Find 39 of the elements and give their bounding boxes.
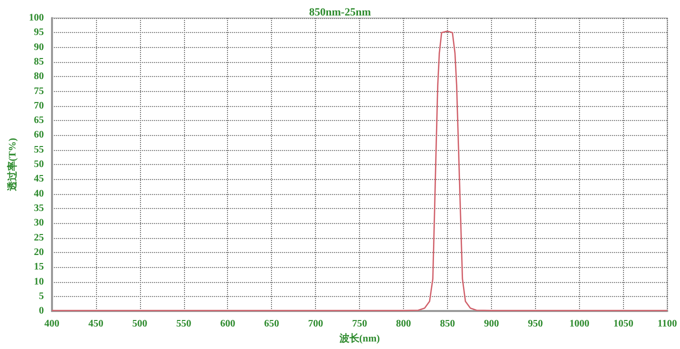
y-tick-label: 95 <box>34 27 44 38</box>
y-tick-label: 75 <box>34 86 44 97</box>
y-tick-label: 100 <box>28 12 44 24</box>
y-tick-label: 45 <box>34 174 44 185</box>
x-tick-label: 550 <box>176 318 192 330</box>
y-tick-label: 20 <box>34 246 44 258</box>
y-tick-label: 60 <box>34 130 44 141</box>
y-tick-label: 5 <box>38 290 44 302</box>
y-tick-label: 15 <box>34 262 44 273</box>
y-tick-label: 30 <box>34 218 44 229</box>
x-tick-label: 500 <box>132 318 148 330</box>
y-axis-title: 透过率(T%) <box>6 138 18 192</box>
y-tick-label: 90 <box>34 42 44 53</box>
x-tick-label: 800 <box>396 318 412 330</box>
x-tick-label: 600 <box>220 318 236 330</box>
x-tick-label: 650 <box>264 318 280 330</box>
x-tick-label: 450 <box>88 318 104 330</box>
x-axis-title: 波长(nm) <box>338 332 380 344</box>
x-tick-label: 850 <box>440 318 455 330</box>
x-tick-label: 950 <box>528 318 543 330</box>
y-tick-label: 80 <box>34 71 44 82</box>
y-tick-label: 40 <box>34 188 44 200</box>
chart-title: 850nm-25nm <box>309 6 371 18</box>
y-tick-label: 55 <box>34 144 44 156</box>
x-tick-label: 1000 <box>569 318 590 330</box>
y-tick-label: 0 <box>38 306 44 317</box>
x-tick-label: 1050 <box>613 318 634 330</box>
x-tick-label: 700 <box>308 318 324 330</box>
x-tick-label: 400 <box>44 318 60 330</box>
x-tick-label: 1100 <box>658 318 677 330</box>
y-tick-label: 70 <box>34 100 44 112</box>
x-tick-label: 900 <box>484 318 499 330</box>
y-tick-label: 10 <box>34 276 44 288</box>
y-tick-label: 85 <box>34 56 44 68</box>
y-tick-label: 65 <box>34 115 44 126</box>
y-tick-label: 50 <box>34 159 44 170</box>
x-tick-label: 750 <box>352 318 368 330</box>
y-tick-label: 25 <box>34 232 44 244</box>
y-tick-label: 35 <box>34 203 44 214</box>
